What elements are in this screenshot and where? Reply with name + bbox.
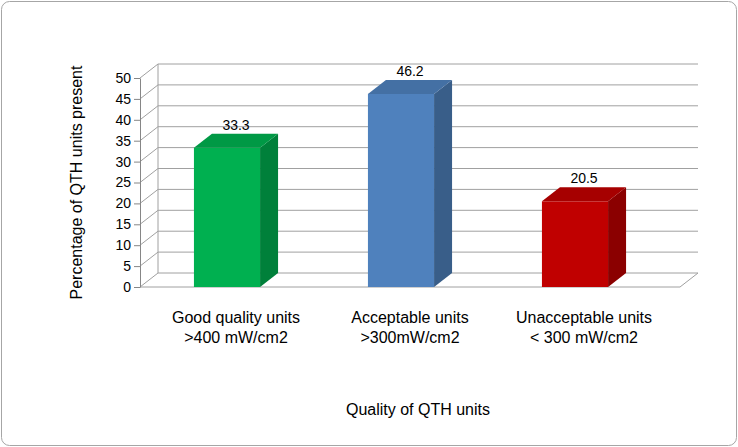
y-tick-label: 15 [115,216,131,232]
y-tick: 30 [115,154,140,170]
bar-side [608,187,626,287]
bar-top [368,80,452,94]
bar-side [434,80,452,287]
y-tick: 15 [115,216,140,232]
y-tick: 35 [115,133,140,149]
chart: 0 5 10 15 20 25 30 35 40 45 50 33.3 46.2 20.5 Good qua… [0,0,738,447]
y-tick-mark [134,78,140,79]
y-tick-label: 45 [115,91,131,107]
y-axis: 0 5 10 15 20 25 30 35 40 45 50 [115,70,140,295]
x-tick-label: Good quality units>400 mW/cm2 [172,309,300,346]
bars [194,80,626,287]
y-axis-title: Percentage of QTH units present [68,65,85,299]
y-tick-mark [134,287,140,288]
bar [542,201,608,287]
bar-top [542,187,626,201]
x-tick: Good quality units>400 mW/cm2 [172,287,300,346]
y-tick-label: 25 [115,174,131,190]
y-tick-mark [134,141,140,142]
x-tick: Acceptable units>300mW/cm2 [351,287,468,346]
x-tick: Unacceptable units< 300 mW/cm2 [516,287,652,346]
y-tick-mark [134,99,140,100]
chart-border [2,2,737,446]
data-label: 20.5 [570,170,597,186]
y-tick-label: 40 [115,112,131,128]
y-tick: 50 [115,70,140,86]
back-wall-edge [158,64,159,273]
data-label: 33.3 [222,117,249,133]
y-tick-label: 30 [115,154,131,170]
y-tick: 40 [115,112,140,128]
y-tick-mark [134,120,140,121]
x-axis-title: Quality of QTH units [346,401,490,418]
y-tick: 25 [115,174,140,190]
x-tick-label: Unacceptable units< 300 mW/cm2 [516,309,652,346]
y-tick-mark [134,266,140,267]
y-tick-mark [134,183,140,184]
y-tick-mark [134,224,140,225]
grid [140,64,698,287]
y-tick: 0 [123,279,140,295]
bar-top [194,134,278,148]
bar [194,148,260,287]
y-tick-label: 20 [115,195,131,211]
y-tick-mark [134,162,140,163]
x-tick-label: Acceptable units>300mW/cm2 [351,309,468,346]
y-tick-label: 0 [123,279,131,295]
y-tick: 20 [115,195,140,211]
y-tick: 10 [115,237,140,253]
y-tick-label: 10 [115,237,131,253]
y-tick-label: 35 [115,133,131,149]
y-axis-line [140,79,141,288]
y-tick-label: 5 [123,258,131,274]
y-tick: 45 [115,91,140,107]
y-tick-label: 50 [115,70,131,86]
y-tick: 5 [123,258,140,274]
bar [368,94,434,287]
data-label: 46.2 [396,63,423,79]
bar-side [260,134,278,287]
y-tick-mark [134,245,140,246]
y-tick-mark [134,203,140,204]
x-axis: Good quality units>400 mW/cm2 Acceptable … [172,287,652,346]
